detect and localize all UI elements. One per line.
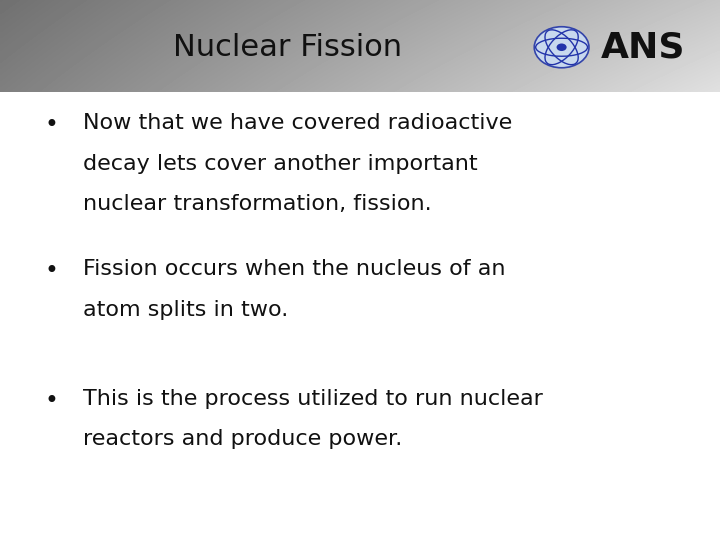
Circle shape	[534, 26, 589, 68]
Bar	[0, 92, 720, 100]
Text: •: •	[45, 259, 59, 283]
Text: Now that we have covered radioactive: Now that we have covered radioactive	[83, 113, 512, 133]
Text: •: •	[45, 389, 59, 413]
Text: This is the process utilized to run nuclear: This is the process utilized to run nucl…	[83, 389, 543, 409]
Circle shape	[557, 44, 567, 51]
Text: decay lets cover another important: decay lets cover another important	[83, 154, 477, 174]
Text: nuclear transformation, fission.: nuclear transformation, fission.	[83, 194, 431, 214]
Text: atom splits in two.: atom splits in two.	[83, 300, 288, 320]
Text: Fission occurs when the nucleus of an: Fission occurs when the nucleus of an	[83, 259, 505, 279]
Text: reactors and produce power.: reactors and produce power.	[83, 429, 402, 449]
Text: Nuclear Fission: Nuclear Fission	[174, 33, 402, 62]
Text: •: •	[45, 113, 59, 137]
Text: ANS: ANS	[601, 30, 685, 64]
